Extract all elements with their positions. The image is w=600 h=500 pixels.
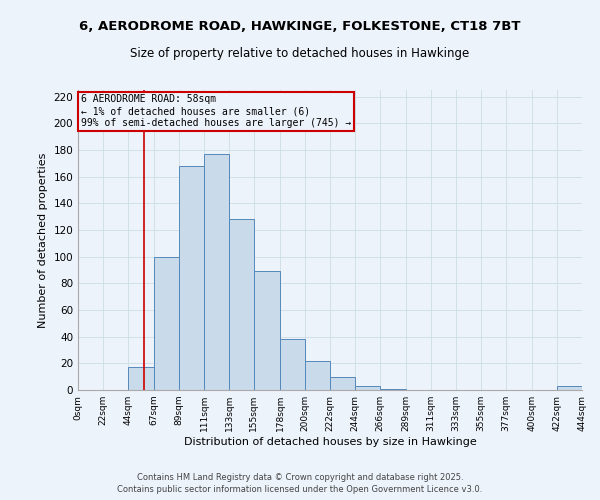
Bar	[380, 388, 406, 390]
Bar	[229, 220, 254, 390]
X-axis label: Distribution of detached houses by size in Hawkinge: Distribution of detached houses by size …	[184, 437, 476, 447]
Text: 6, AERODROME ROAD, HAWKINGE, FOLKESTONE, CT18 7BT: 6, AERODROME ROAD, HAWKINGE, FOLKESTONE,…	[79, 20, 521, 33]
Bar	[254, 272, 280, 390]
Bar	[305, 360, 330, 390]
Bar	[280, 340, 305, 390]
Text: 6 AERODROME ROAD: 58sqm
← 1% of detached houses are smaller (6)
99% of semi-deta: 6 AERODROME ROAD: 58sqm ← 1% of detached…	[80, 94, 351, 128]
Bar	[154, 256, 179, 390]
Bar	[557, 386, 582, 390]
Bar	[179, 166, 204, 390]
Text: Contains public sector information licensed under the Open Government Licence v3: Contains public sector information licen…	[118, 485, 482, 494]
Text: Contains HM Land Registry data © Crown copyright and database right 2025.: Contains HM Land Registry data © Crown c…	[137, 472, 463, 482]
Bar	[330, 376, 355, 390]
Y-axis label: Number of detached properties: Number of detached properties	[38, 152, 48, 328]
Bar	[128, 368, 154, 390]
Bar	[204, 154, 229, 390]
Bar	[355, 386, 380, 390]
Text: Size of property relative to detached houses in Hawkinge: Size of property relative to detached ho…	[130, 48, 470, 60]
